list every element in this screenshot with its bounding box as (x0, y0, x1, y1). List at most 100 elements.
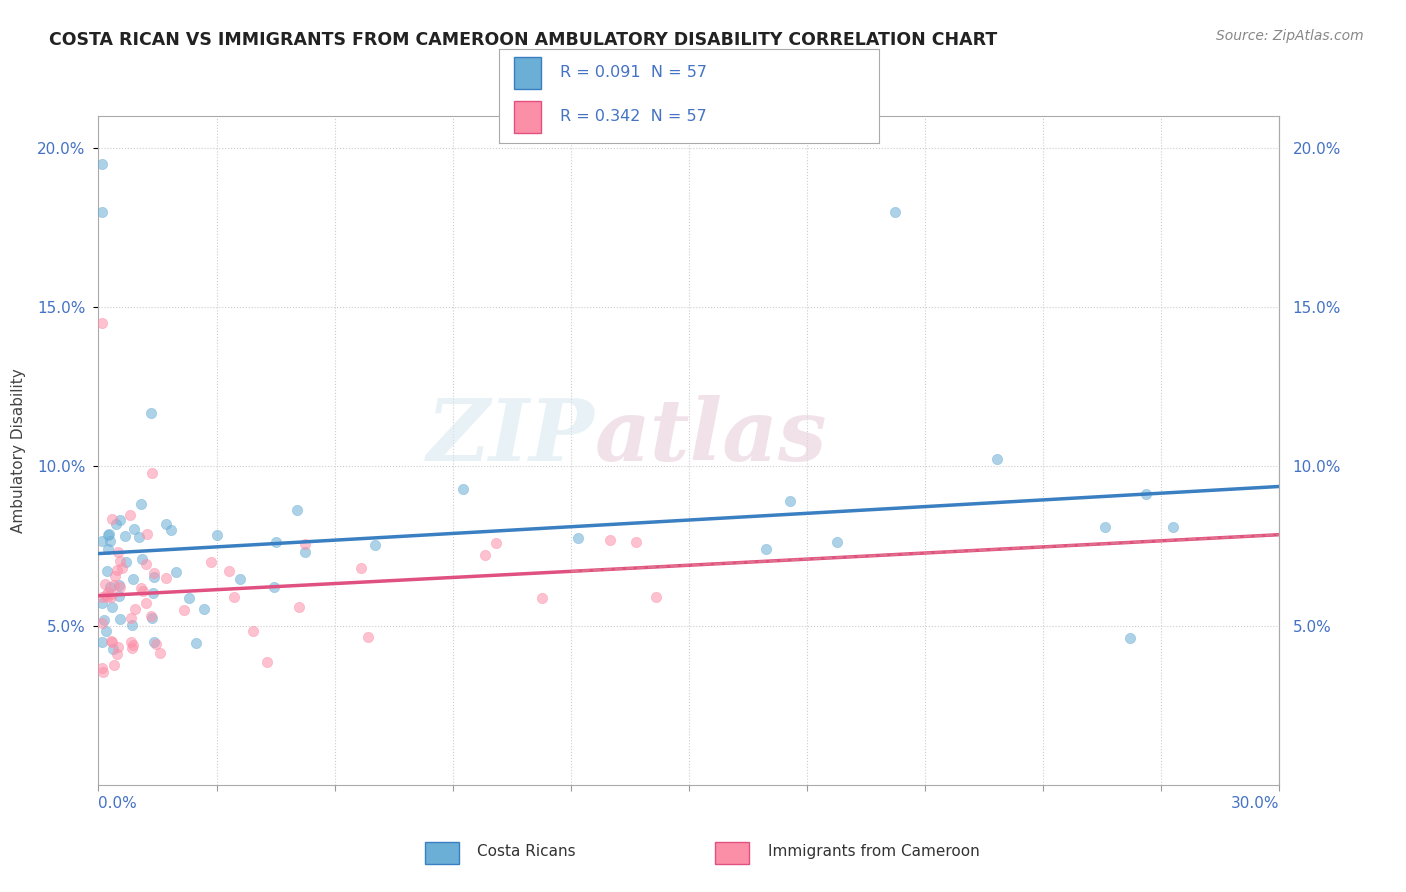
Point (120, 634, 142, 648)
Point (131, 552, 153, 566)
Point (129, 582, 152, 596)
Point (288, 599, 311, 614)
Point (96, 590, 118, 604)
Point (105, 563, 128, 577)
Point (104, 569, 127, 583)
Point (91, 661, 114, 675)
Point (93, 613, 115, 627)
Text: R = 0.091  N = 57: R = 0.091 N = 57 (560, 65, 707, 80)
Point (94, 577, 117, 591)
Point (110, 560, 132, 574)
Point (100, 599, 122, 614)
Point (97, 585, 120, 599)
Point (155, 516, 177, 531)
Point (121, 618, 143, 632)
Point (101, 642, 124, 657)
Point (474, 548, 496, 562)
Point (149, 647, 172, 661)
Point (91, 204, 114, 219)
Text: COSTA RICAN VS IMMIGRANTS FROM CAMEROON AMBULATORY DISABILITY CORRELATION CHART: COSTA RICAN VS IMMIGRANTS FROM CAMEROON … (49, 31, 997, 49)
Text: R = 0.342  N = 57: R = 0.342 N = 57 (560, 110, 707, 125)
Point (135, 596, 157, 610)
Point (1135, 486, 1157, 500)
Point (108, 589, 131, 603)
Point (645, 590, 668, 604)
Text: 30.0%: 30.0% (1232, 796, 1279, 811)
Point (97, 542, 120, 557)
Point (105, 647, 128, 661)
Point (121, 641, 143, 656)
Bar (716, 842, 749, 863)
Point (287, 502, 309, 516)
Text: ZIP: ZIP (426, 395, 595, 479)
Point (97, 528, 120, 542)
Point (779, 494, 801, 508)
Point (142, 570, 165, 584)
Point (884, 204, 907, 219)
Point (100, 587, 122, 601)
Point (135, 558, 157, 572)
Bar (515, 56, 541, 89)
Point (91, 316, 114, 330)
Point (107, 578, 129, 592)
Point (98, 534, 121, 549)
Point (98, 527, 121, 541)
Point (222, 590, 245, 604)
Point (530, 591, 553, 606)
Point (184, 636, 207, 650)
Point (103, 578, 125, 592)
Point (1094, 519, 1116, 533)
Text: Immigrants from Cameroon: Immigrants from Cameroon (768, 845, 980, 859)
Point (91, 533, 114, 548)
Point (155, 572, 177, 586)
Point (91, 596, 114, 610)
Point (263, 580, 285, 594)
Point (349, 560, 371, 574)
Point (103, 657, 125, 672)
Point (108, 554, 131, 568)
Point (218, 564, 240, 578)
Point (165, 565, 187, 579)
Bar (425, 842, 458, 863)
Point (101, 512, 124, 526)
Point (91, 635, 114, 649)
Point (124, 522, 146, 536)
Point (96, 564, 118, 578)
Point (120, 610, 142, 624)
Point (141, 467, 163, 481)
Point (141, 611, 163, 625)
Point (128, 530, 150, 544)
Point (294, 537, 316, 551)
Point (129, 497, 152, 511)
Point (107, 640, 129, 654)
Text: Source: ZipAtlas.com: Source: ZipAtlas.com (1216, 29, 1364, 43)
Point (294, 545, 316, 559)
Point (142, 566, 165, 581)
Point (122, 638, 145, 652)
Point (94, 624, 117, 639)
Point (200, 555, 222, 569)
Point (115, 555, 138, 569)
Point (132, 584, 155, 599)
Point (173, 603, 195, 617)
Point (105, 517, 128, 532)
Point (91, 616, 114, 631)
Point (485, 536, 508, 550)
Point (755, 542, 778, 557)
Point (124, 602, 146, 616)
Point (108, 581, 131, 595)
Point (451, 482, 474, 496)
Text: atlas: atlas (595, 395, 827, 479)
Point (256, 655, 278, 669)
Text: 0.0%: 0.0% (98, 796, 138, 811)
Point (179, 591, 201, 605)
Point (91, 157, 114, 171)
Point (1161, 520, 1184, 534)
Point (141, 406, 163, 420)
Point (364, 538, 387, 552)
Point (91, 665, 114, 680)
Point (94, 588, 117, 602)
Point (100, 580, 122, 594)
Point (139, 609, 162, 624)
Point (264, 535, 287, 549)
